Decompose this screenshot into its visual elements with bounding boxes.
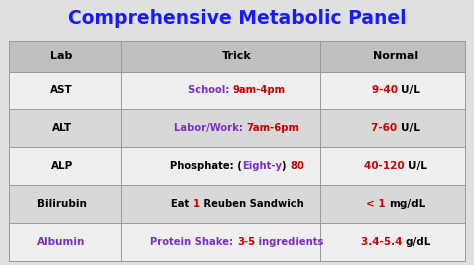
Text: 9-40: 9-40 xyxy=(372,86,401,95)
Text: ALT: ALT xyxy=(52,123,72,133)
Text: 1: 1 xyxy=(192,199,200,209)
Text: 7am-6pm: 7am-6pm xyxy=(247,123,300,133)
Text: U/L: U/L xyxy=(401,123,420,133)
Text: Eight-y: Eight-y xyxy=(242,161,282,171)
Text: Labor/Work:: Labor/Work: xyxy=(174,123,247,133)
Text: Normal: Normal xyxy=(373,51,419,61)
Text: ): ) xyxy=(282,161,290,171)
Bar xyxy=(9,41,465,72)
Text: 9am-4pm: 9am-4pm xyxy=(233,86,286,95)
Text: Trick: Trick xyxy=(222,51,252,61)
Text: g/dL: g/dL xyxy=(406,237,431,247)
Text: Protein Shake:: Protein Shake: xyxy=(151,237,237,247)
Text: Eat: Eat xyxy=(171,199,192,209)
Text: Reuben Sandwich: Reuben Sandwich xyxy=(200,199,303,209)
Text: 3-5: 3-5 xyxy=(237,237,255,247)
Text: Bilirubin: Bilirubin xyxy=(36,199,87,209)
Text: Comprehensive Metabolic Panel: Comprehensive Metabolic Panel xyxy=(68,9,406,28)
Text: AST: AST xyxy=(50,86,73,95)
Bar xyxy=(9,147,465,185)
Text: mg/dL: mg/dL xyxy=(389,199,426,209)
Text: 3.4-5.4: 3.4-5.4 xyxy=(361,237,406,247)
Bar xyxy=(9,223,465,261)
Bar xyxy=(9,109,465,147)
Text: ingredients: ingredients xyxy=(255,237,323,247)
Text: ALP: ALP xyxy=(51,161,73,171)
Text: 40-120: 40-120 xyxy=(364,161,409,171)
Text: Albumin: Albumin xyxy=(37,237,86,247)
Text: U/L: U/L xyxy=(401,86,420,95)
Text: School:: School: xyxy=(188,86,233,95)
Text: U/L: U/L xyxy=(409,161,428,171)
Text: 80: 80 xyxy=(290,161,304,171)
Text: Phosphate: (: Phosphate: ( xyxy=(170,161,242,171)
Text: < 1: < 1 xyxy=(366,199,389,209)
Bar xyxy=(9,72,465,109)
Text: 7-60: 7-60 xyxy=(372,123,401,133)
Text: Lab: Lab xyxy=(50,51,73,61)
Bar xyxy=(9,185,465,223)
